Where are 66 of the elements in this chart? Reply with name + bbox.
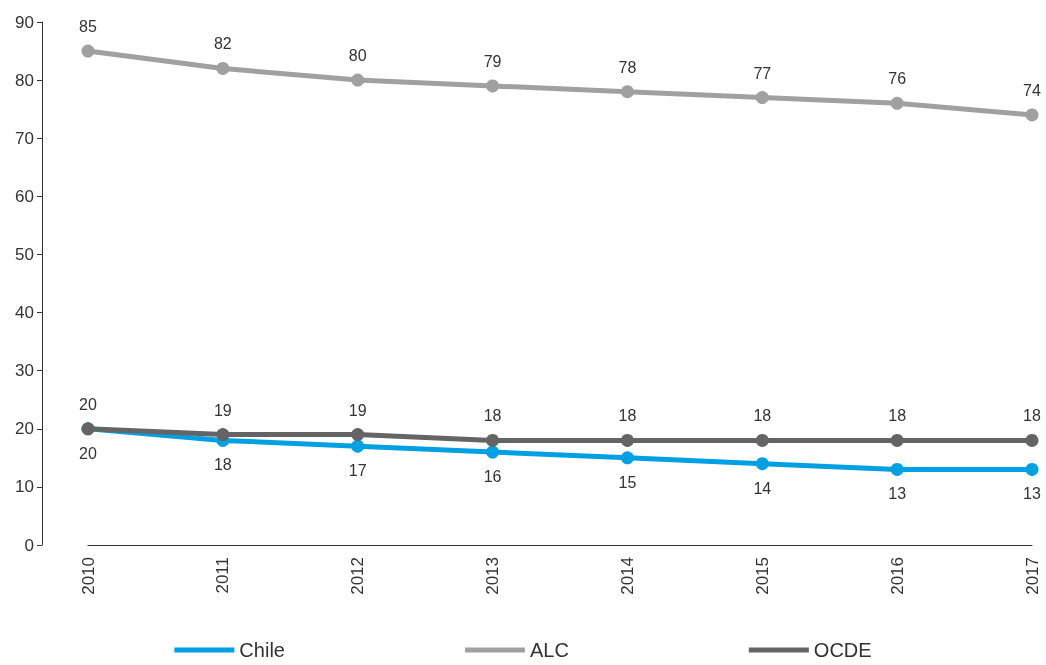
y-tick-label: 60 [15,186,34,206]
data-label: 18 [213,456,232,474]
point [620,451,634,465]
point [486,433,500,447]
x-tick-label: 2014 [617,557,637,595]
data-label: 18 [483,407,502,425]
point [890,462,904,476]
point [620,85,634,99]
data-label: 15 [618,473,637,491]
y-tick-label: 0 [24,535,34,555]
point [890,96,904,110]
point [81,44,95,58]
point [216,61,230,75]
data-label: 18 [753,407,772,425]
x-tick-label: 2010 [78,557,98,595]
point [351,428,365,442]
legend-label: ALC [529,639,569,661]
data-label: 18 [1023,407,1041,425]
data-label: 74 [1023,81,1041,99]
data-label: 19 [348,401,367,419]
data-label: 14 [753,479,772,497]
data-label: 77 [753,64,772,82]
data-label: 78 [618,58,637,76]
y-tick-label: 30 [15,361,34,381]
point [755,433,769,447]
y-tick-label: 90 [15,12,34,32]
data-label: 16 [483,468,502,486]
data-label: 17 [348,462,367,480]
y-tick-label: 20 [15,419,34,439]
x-tick-label: 2016 [887,557,907,595]
data-label: 76 [888,70,907,88]
x-tick-label: 2013 [483,557,503,595]
data-label: 13 [1023,485,1041,503]
legend-label: Chile [239,639,285,661]
y-tick-label: 50 [15,244,34,264]
x-tick-label: 2015 [752,557,772,595]
data-label: 18 [618,407,637,425]
point [755,91,769,105]
y-tick-label: 70 [15,128,34,148]
point [1025,108,1039,122]
data-label: 79 [483,52,502,70]
point [620,433,634,447]
y-tick-label: 10 [15,477,34,497]
y-tick-label: 40 [15,303,34,323]
y-tick-label: 80 [15,70,34,90]
data-label: 85 [79,18,97,36]
x-tick-label: 2017 [1022,557,1042,595]
point [1025,462,1039,476]
point [755,457,769,471]
point [486,79,500,93]
x-tick-label: 2011 [213,557,233,594]
data-label: 80 [348,47,367,65]
legend-label: OCDE [813,639,872,661]
data-label: 20 [79,444,97,462]
point [1025,433,1039,447]
point [351,73,365,87]
data-label: 18 [888,407,907,425]
x-tick-label: 2012 [348,557,368,595]
data-label: 13 [888,485,907,503]
data-label: 19 [213,401,232,419]
point [890,433,904,447]
data-label: 20 [79,395,97,413]
point [351,439,365,453]
point [486,445,500,459]
data-label: 82 [213,35,232,53]
point [216,428,230,442]
